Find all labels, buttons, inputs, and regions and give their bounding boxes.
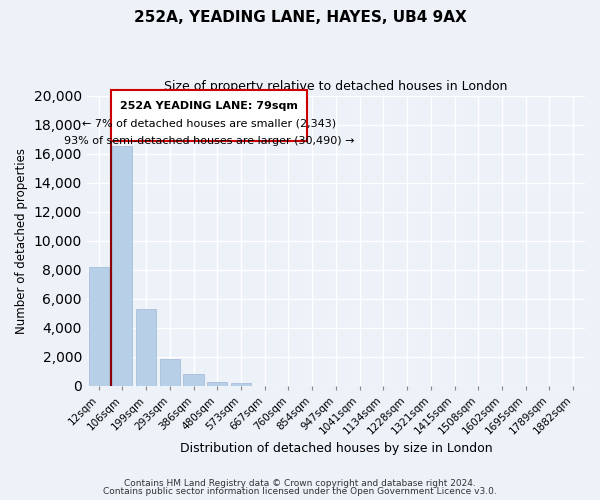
Bar [207, 382, 227, 386]
Text: 93% of semi-detached houses are larger (30,490) →: 93% of semi-detached houses are larger (… [64, 136, 354, 145]
Y-axis label: Number of detached properties: Number of detached properties [15, 148, 28, 334]
Bar [112, 146, 133, 386]
Text: 252A YEADING LANE: 79sqm: 252A YEADING LANE: 79sqm [120, 100, 298, 110]
Text: ← 7% of detached houses are smaller (2,343): ← 7% of detached houses are smaller (2,3… [82, 118, 336, 128]
Text: Contains public sector information licensed under the Open Government Licence v3: Contains public sector information licen… [103, 487, 497, 496]
Bar [160, 359, 180, 386]
Bar [231, 383, 251, 386]
Text: Contains HM Land Registry data © Crown copyright and database right 2024.: Contains HM Land Registry data © Crown c… [124, 478, 476, 488]
Bar [89, 267, 109, 386]
Text: 252A, YEADING LANE, HAYES, UB4 9AX: 252A, YEADING LANE, HAYES, UB4 9AX [134, 10, 466, 25]
Title: Size of property relative to detached houses in London: Size of property relative to detached ho… [164, 80, 508, 93]
Bar [184, 374, 203, 386]
FancyBboxPatch shape [110, 90, 307, 140]
X-axis label: Distribution of detached houses by size in London: Distribution of detached houses by size … [179, 442, 492, 455]
Bar [136, 309, 156, 386]
